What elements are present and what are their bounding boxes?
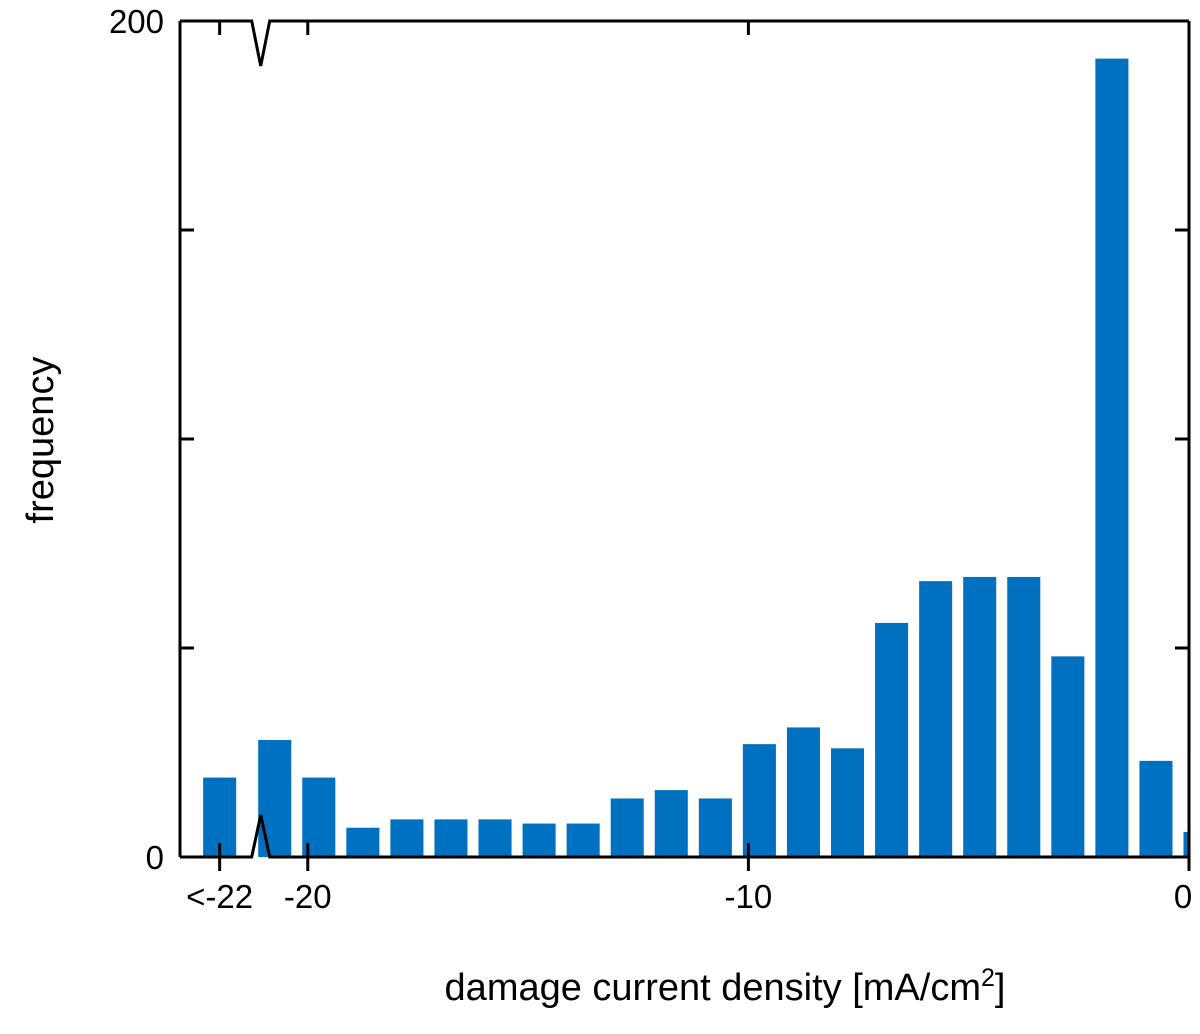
bar-20 [1095,58,1129,857]
bar-13 [786,727,820,857]
bar-19 [1051,656,1085,857]
bar-8 [566,823,600,857]
bar-7 [522,823,556,857]
bar-3 [346,827,380,857]
bar-1 [258,739,292,857]
bar-5 [434,819,468,857]
x-tick-label: 0 [1174,878,1192,915]
bar-22 [1183,831,1189,857]
x-axis-title-superscript: 2 [981,964,995,992]
y-axis-title: frequency [20,357,62,524]
x-tick-label: -10 [725,878,773,915]
top-axis-line-with-break [180,19,1189,67]
bar-21 [1139,760,1173,857]
x-axis-line-with-break [180,814,1189,859]
bar-15 [875,622,909,857]
bar-18 [1007,576,1041,857]
x-axis-title-main: damage current density [mA/cm [445,967,981,1009]
bar-14 [831,748,865,857]
x-tick-label: <-22 [186,878,253,915]
bar-17 [963,576,997,857]
bar-16 [919,581,953,857]
bar-4 [390,819,424,857]
ticks-layer [180,19,1191,871]
bar-10 [654,790,688,857]
y-tick-label: 200 [109,3,164,40]
bar-6 [478,819,512,857]
x-axis-title: damage current density [mA/cm2] [445,964,1006,1009]
x-tick-label: -20 [284,878,332,915]
x-axis-title-suffix: ] [995,967,1006,1009]
bars-layer [203,58,1189,857]
bar-12 [742,744,776,857]
bar-9 [610,798,644,857]
tick-labels-layer: 0 200 <-22 -20 -10 0 [109,3,1192,915]
bar-11 [698,798,732,857]
y-tick-label: 0 [146,839,164,876]
